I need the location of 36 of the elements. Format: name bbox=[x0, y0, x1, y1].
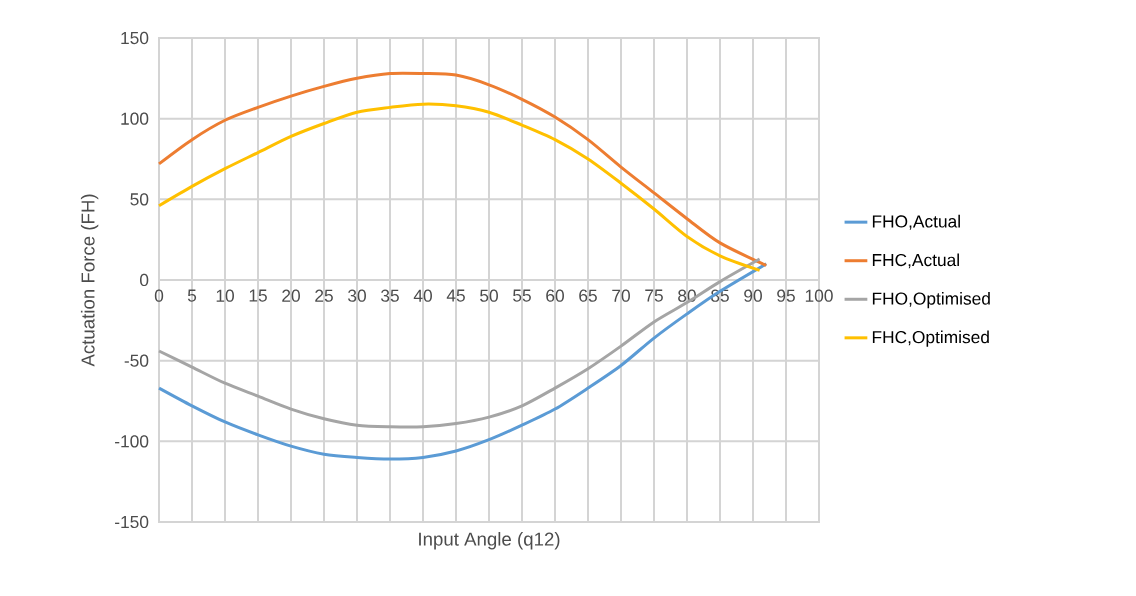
x-tick-label: 95 bbox=[777, 289, 795, 302]
x-tick-label: 75 bbox=[645, 289, 663, 302]
y-tick-label: 0 bbox=[140, 273, 149, 287]
x-tick-label: 40 bbox=[413, 289, 432, 302]
x-tick-label: 20 bbox=[282, 289, 300, 302]
x-tick-label: 50 bbox=[480, 289, 498, 302]
legend-label: FHO,Actual bbox=[872, 214, 960, 230]
x-tick-label: 10 bbox=[216, 289, 234, 302]
x-axis-title: Input Angle (q12) bbox=[419, 532, 560, 550]
legend-label: FHC,Actual bbox=[872, 253, 959, 269]
x-tick-label: 45 bbox=[446, 289, 465, 302]
legend-label: FHC,Optimised bbox=[872, 330, 989, 347]
x-tick-label: 0 bbox=[154, 289, 164, 302]
x-tick-label: 70 bbox=[612, 289, 630, 302]
x-tick-label: 30 bbox=[348, 289, 366, 302]
line-series bbox=[157, 262, 768, 461]
x-tick-label: 55 bbox=[513, 289, 531, 302]
y-tick-label: -50 bbox=[124, 354, 149, 367]
x-tick-label: 15 bbox=[249, 289, 267, 302]
x-tick-label: 65 bbox=[579, 289, 597, 302]
y-tick-label: -100 bbox=[115, 435, 149, 448]
line-series bbox=[157, 71, 768, 267]
legend-label: FHO,Optimised bbox=[872, 291, 990, 309]
line-series bbox=[157, 102, 762, 272]
x-tick-label: 25 bbox=[315, 289, 333, 302]
line-series bbox=[157, 257, 762, 429]
x-tick-label: 90 bbox=[744, 289, 762, 302]
y-tick-label: 150 bbox=[121, 31, 149, 45]
y-tick-label: -150 bbox=[115, 515, 149, 529]
y-tick-label: 100 bbox=[121, 112, 149, 125]
x-tick-label: 5 bbox=[187, 289, 197, 302]
y-tick-label: 50 bbox=[130, 193, 149, 206]
x-tick-label: 35 bbox=[381, 289, 399, 302]
y-axis-title: Actuation Force (FH) bbox=[80, 194, 99, 367]
x-tick-label: 60 bbox=[546, 289, 564, 302]
x-tick-label: 100 bbox=[805, 289, 833, 302]
